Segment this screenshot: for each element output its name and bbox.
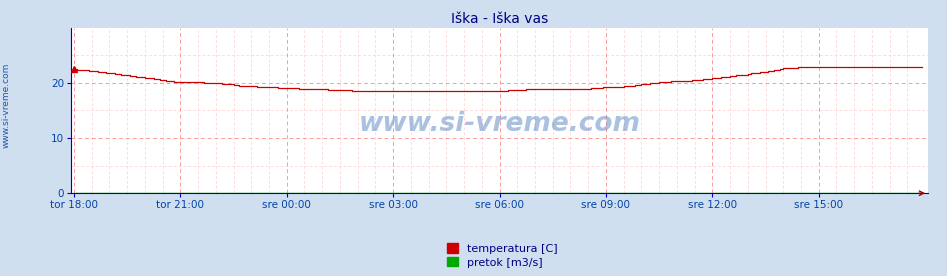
Title: Iška - Iška vas: Iška - Iška vas [451,12,548,26]
Legend: temperatura [C], pretok [m3/s]: temperatura [C], pretok [m3/s] [447,243,557,268]
Text: www.si-vreme.com: www.si-vreme.com [359,111,640,137]
Text: www.si-vreme.com: www.si-vreme.com [1,62,10,148]
